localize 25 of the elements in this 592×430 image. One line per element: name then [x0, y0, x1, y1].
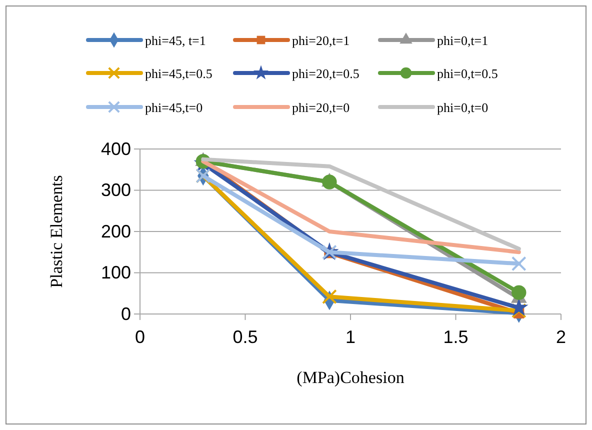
legend-label: phi=45, t=1	[145, 33, 206, 48]
x-tick-label: 0.5	[232, 326, 258, 347]
x-tick-label: 0	[134, 326, 146, 347]
y-tick-label: 300	[100, 180, 131, 200]
point	[511, 256, 526, 272]
legend-label: phi=20,t=0.5	[292, 66, 360, 81]
point	[322, 289, 337, 304]
point	[322, 174, 337, 190]
y-tick-label: 100	[100, 262, 131, 283]
x-tick-label: 1.5	[443, 326, 468, 347]
y-tick-label: 400	[100, 138, 131, 159]
legend-label: phi=20,t=0	[292, 100, 350, 115]
legend-label: phi=20,t=1	[292, 33, 350, 48]
legend-label: phi=0,t=1	[437, 33, 488, 48]
x-tick-label: 2	[556, 326, 566, 347]
legend-label: phi=45,t=0.5	[145, 66, 212, 81]
x-axis-title: (MPa)Cohesion	[296, 368, 405, 387]
legend-label: phi=0,t=0.5	[437, 66, 498, 81]
y-tick-label: 200	[100, 221, 131, 242]
y-axis-title: Plastic Elements	[47, 175, 66, 288]
legend-label: phi=0,t=0	[437, 100, 488, 115]
legend-label: phi=45,t=0	[145, 100, 203, 115]
y-tick-label: 0	[120, 304, 131, 324]
x-tick-label: 1	[345, 326, 356, 347]
point	[511, 303, 526, 318]
